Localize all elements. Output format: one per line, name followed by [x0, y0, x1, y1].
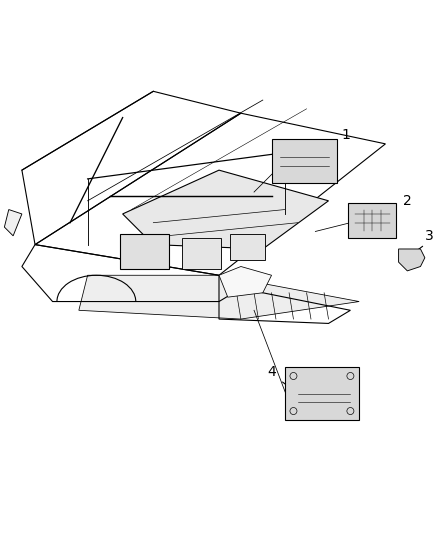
- Polygon shape: [399, 249, 425, 271]
- FancyBboxPatch shape: [272, 140, 337, 183]
- FancyBboxPatch shape: [285, 367, 359, 420]
- Polygon shape: [4, 209, 22, 236]
- Polygon shape: [123, 170, 328, 249]
- Text: 3: 3: [425, 229, 434, 243]
- FancyBboxPatch shape: [120, 233, 169, 269]
- Text: 4: 4: [267, 365, 276, 379]
- Text: 1: 1: [342, 128, 350, 142]
- Text: 2: 2: [403, 194, 412, 208]
- FancyBboxPatch shape: [230, 233, 265, 260]
- FancyBboxPatch shape: [182, 238, 221, 269]
- FancyBboxPatch shape: [348, 203, 396, 238]
- Polygon shape: [79, 275, 359, 319]
- Polygon shape: [219, 266, 272, 297]
